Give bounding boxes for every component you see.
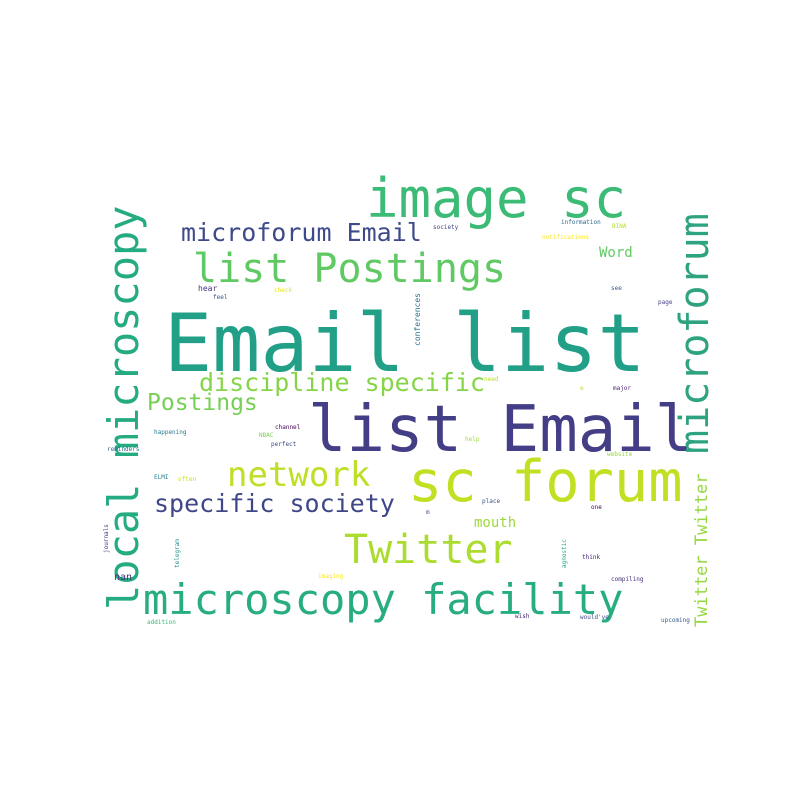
word-list-email: list Email — [308, 393, 694, 467]
word-see: see — [611, 285, 622, 292]
word-think: think — [582, 554, 601, 561]
word-society: society — [433, 224, 459, 231]
word-upcoming: upcoming — [661, 617, 690, 624]
word-page: page — [658, 299, 673, 306]
word-reminders: reminders — [107, 446, 140, 453]
word-sc-forum: sc forum — [408, 449, 683, 515]
word-list-postings: list Postings — [193, 246, 507, 292]
word-image-sc: image sc — [366, 167, 627, 230]
word-check: check — [274, 287, 293, 294]
word-e: e — [580, 385, 584, 392]
word-place: place — [482, 498, 501, 505]
word-microforum-email: microforum Email — [181, 218, 422, 247]
word-discipline-specific: discipline specific — [199, 368, 485, 397]
word-imaging: imaging — [318, 573, 344, 580]
word-need: need — [484, 376, 499, 383]
word-notifications: notifications — [542, 234, 589, 241]
word-twitter-twitter: Twitter Twitter — [692, 473, 712, 627]
word-hear: hear — [198, 284, 218, 293]
word-addition: addition — [147, 619, 176, 626]
word-postings: Postings — [147, 390, 258, 416]
word-wouldve: would've — [580, 614, 609, 621]
word-microscopy-facility: microscopy facility — [143, 575, 624, 624]
word-feel: feel — [213, 294, 228, 301]
word-major: major — [613, 385, 632, 392]
word-mouth: mouth — [474, 515, 517, 531]
word-microforum-vertical: microforum — [672, 213, 718, 454]
word-word: Word — [599, 245, 633, 261]
word-nbac: NBAC — [259, 432, 274, 439]
word-specific-society: specific society — [154, 489, 395, 518]
word-website: website — [607, 451, 633, 458]
word-bina: BINA — [612, 223, 627, 230]
word-telegram: telegram — [174, 539, 181, 568]
word-journals: journals — [103, 524, 110, 553]
word-network: network — [227, 455, 371, 495]
word-information: information — [561, 219, 601, 226]
word-conferences: conferences — [413, 293, 422, 346]
word-wish: wish — [515, 613, 530, 620]
word-m: m — [426, 509, 430, 516]
word-happening: happening — [154, 429, 187, 436]
word-one: one — [591, 504, 602, 511]
word-help: help — [465, 436, 480, 443]
word-email-list: Email list — [164, 297, 646, 390]
word-agnostic: agnostic — [561, 539, 568, 568]
word-nan: nan — [114, 572, 133, 583]
word-elmi: ELMI — [154, 474, 169, 481]
word-twitter: Twitter — [344, 527, 513, 573]
word-perfect: perfect — [271, 441, 297, 448]
word-channel: channel — [275, 424, 301, 431]
word-compiling: compiling — [611, 576, 644, 583]
word-often: often — [178, 476, 197, 483]
